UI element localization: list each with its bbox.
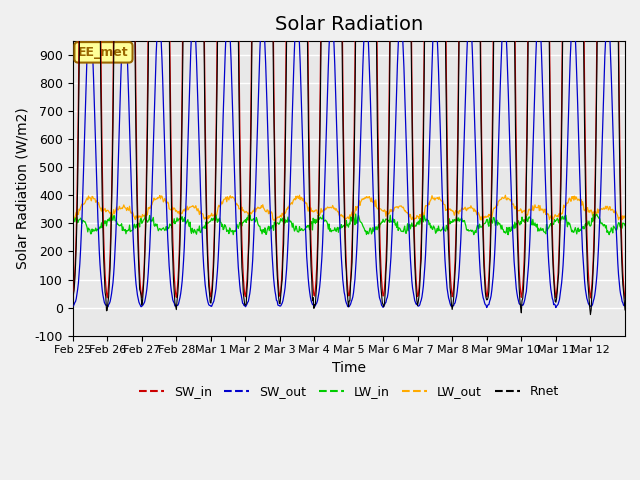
LW_in [621,223,629,228]
Rnet [587,312,595,317]
LW_out [271,218,278,224]
SW_in [134,233,142,239]
LW_in [229,232,237,238]
SW_in [236,116,244,122]
LW_out [621,213,629,219]
Line: LW_in: LW_in [73,214,625,235]
Line: SW_in: SW_in [73,0,625,298]
LW_out [235,206,243,212]
LW_out [69,213,77,218]
Rnet [69,304,77,310]
LW_out [296,192,303,198]
LW_out [134,216,141,221]
LW_in [69,221,77,227]
LW_out [284,204,292,210]
SW_out [438,163,445,168]
Line: LW_out: LW_out [73,195,625,221]
Line: SW_out: SW_out [73,14,625,308]
SW_out [69,303,77,309]
SW_in [69,295,77,301]
SW_out [263,105,271,111]
Text: EE_met: EE_met [78,46,129,59]
Rnet [134,222,141,228]
Line: Rnet: Rnet [73,0,625,314]
LW_out [438,198,446,204]
Legend: SW_in, SW_out, LW_in, LW_out, Rnet: SW_in, SW_out, LW_in, LW_out, Rnet [134,380,564,403]
SW_out [284,241,292,247]
Title: Solar Radiation: Solar Radiation [275,15,423,34]
Rnet [621,307,629,313]
LW_in [438,227,446,233]
SW_out [236,282,244,288]
LW_out [262,209,270,215]
Rnet [235,96,243,102]
SW_out [406,256,414,262]
SW_in [621,295,629,301]
LW_out [407,216,415,222]
SW_out [134,292,141,298]
LW_in [134,220,142,226]
SW_out [156,11,163,17]
SW_out [483,305,491,311]
X-axis label: Time: Time [332,361,366,375]
SW_out [621,302,629,308]
LW_in [285,218,292,224]
LW_in [407,223,415,228]
LW_in [264,225,271,231]
Y-axis label: Solar Radiation (W/m2): Solar Radiation (W/m2) [15,108,29,269]
LW_in [237,220,244,226]
LW_in [108,211,115,217]
